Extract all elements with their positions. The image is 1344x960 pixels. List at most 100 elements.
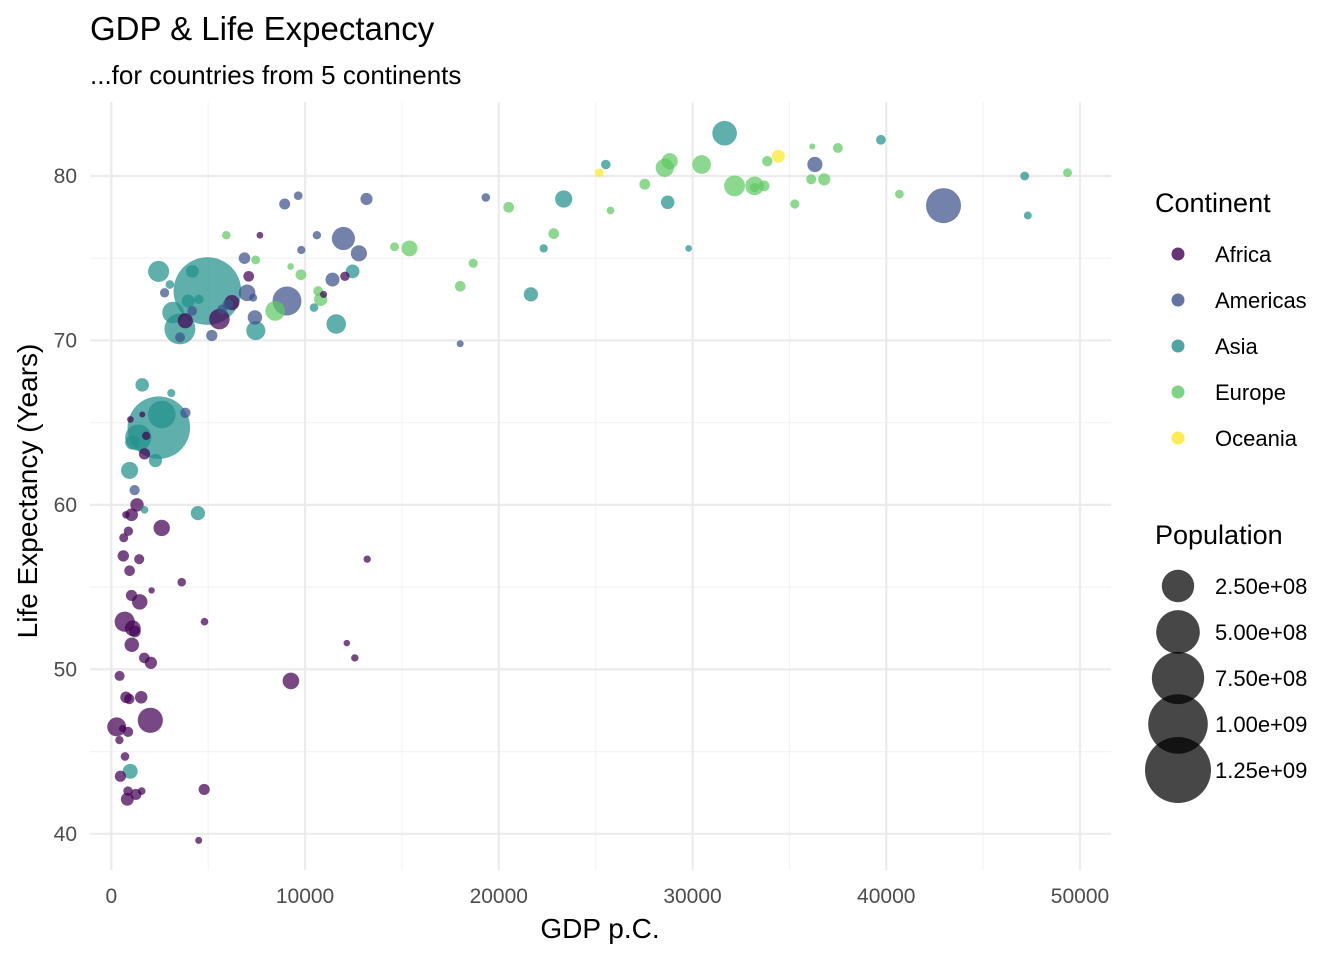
grid [90, 102, 1111, 870]
data-point-africa [134, 554, 145, 565]
data-point-americas [129, 484, 140, 496]
data-point-africa [120, 752, 130, 761]
data-point-asia [660, 195, 675, 210]
legend-key-oceania [1171, 431, 1185, 445]
legend-key-africa [1171, 247, 1185, 261]
data-point-asia [876, 134, 886, 145]
data-point-europe [809, 143, 816, 150]
data-point-asia [125, 435, 140, 450]
data-point-africa [340, 271, 350, 282]
population-label: 5.00e+08 [1215, 620, 1307, 645]
data-point-asia [309, 303, 319, 312]
data-point-americas [325, 272, 340, 287]
data-point-europe [251, 255, 261, 265]
data-point-africa [343, 639, 351, 647]
data-point-africa [209, 308, 230, 330]
data-point-asia [148, 260, 170, 282]
y-tick-label: 70 [54, 329, 77, 352]
data-point-europe [818, 173, 831, 186]
population-label: 2.50e+08 [1215, 574, 1307, 599]
data-point-oceania [594, 168, 604, 178]
y-tick-label: 80 [54, 165, 77, 188]
data-point-africa [138, 448, 151, 460]
data-point-africa [124, 637, 140, 652]
legend-label-asia: Asia [1215, 334, 1259, 359]
data-point-americas [279, 198, 291, 210]
data-point-africa [120, 792, 134, 806]
data-point-americas [175, 332, 185, 343]
data-point-europe [606, 206, 615, 215]
data-point-europe [750, 182, 760, 193]
chart-subtitle: ...for countries from 5 continents [90, 60, 461, 90]
data-point-africa [123, 526, 134, 536]
data-point-asia [326, 314, 346, 334]
data-point-africa [124, 565, 135, 577]
data-point-asia [165, 280, 175, 289]
data-point-asia [140, 505, 149, 514]
population-legend-title: Population [1155, 520, 1283, 550]
data-point-africa [198, 783, 210, 795]
data-point-americas [238, 252, 251, 264]
legend-label-africa: Africa [1215, 242, 1272, 267]
legend-key-asia [1171, 339, 1185, 353]
data-point-europe [832, 143, 843, 153]
data-point-europe [454, 280, 466, 292]
x-tick-label: 0 [105, 885, 117, 908]
data-point-africa [256, 231, 264, 239]
population-label: 1.25e+09 [1215, 758, 1307, 783]
data-point-europe [790, 199, 800, 209]
data-point-africa [125, 508, 138, 522]
data-point-africa [138, 652, 150, 664]
x-tick-label: 40000 [857, 885, 915, 908]
population-key [1151, 651, 1205, 705]
data-point-asia [1023, 211, 1032, 220]
data-point-americas [331, 226, 355, 251]
data-point-asia [122, 763, 138, 779]
data-point-asia [148, 400, 176, 429]
data-point-africa [119, 533, 129, 543]
data-point-europe [639, 178, 651, 190]
data-point-europe [503, 201, 515, 213]
data-point-asia [712, 120, 737, 146]
data-point-americas [159, 288, 170, 298]
data-point-africa [282, 672, 300, 690]
data-point-europe [895, 189, 904, 199]
data-point-americas [925, 188, 962, 224]
data-point-africa [200, 617, 209, 626]
population-key [1144, 736, 1212, 804]
x-tick-label: 10000 [276, 885, 334, 908]
data-point-africa [134, 691, 148, 704]
data-point-africa [177, 313, 193, 329]
data-point-europe [222, 230, 231, 240]
population-legend: Population 2.50e+08 5.00e+08 7.50e+08 1.00e… [1144, 520, 1307, 804]
y-tick-label: 50 [54, 658, 77, 681]
data-point-africa [153, 519, 170, 537]
data-point-europe [1063, 168, 1072, 178]
data-point-americas [206, 329, 218, 342]
data-point-europe [265, 301, 286, 321]
data-point-europe [806, 174, 817, 185]
data-point-africa [122, 511, 130, 519]
data-point-americas [360, 192, 373, 206]
x-tick-label: 30000 [663, 885, 721, 908]
continent-legend-title: Continent [1155, 188, 1271, 218]
x-tick-label: 20000 [470, 885, 528, 908]
data-point-europe [762, 156, 773, 167]
data-point-americas [217, 304, 228, 315]
population-key [1148, 694, 1208, 754]
data-point-africa [117, 550, 129, 562]
legend-label-oceania: Oceania [1215, 426, 1298, 451]
data-point-asia [190, 505, 206, 521]
data-point-americas [297, 245, 306, 255]
legend-label-europe: Europe [1215, 380, 1286, 405]
data-point-africa [351, 654, 359, 662]
data-point-africa [129, 625, 141, 638]
data-point-africa [148, 587, 155, 594]
legend-key-americas [1171, 293, 1185, 307]
data-point-africa [127, 416, 134, 423]
data-point-americas [312, 231, 322, 240]
data-point-europe [548, 228, 560, 239]
data-point-africa [125, 589, 138, 601]
data-point-africa [142, 431, 151, 440]
